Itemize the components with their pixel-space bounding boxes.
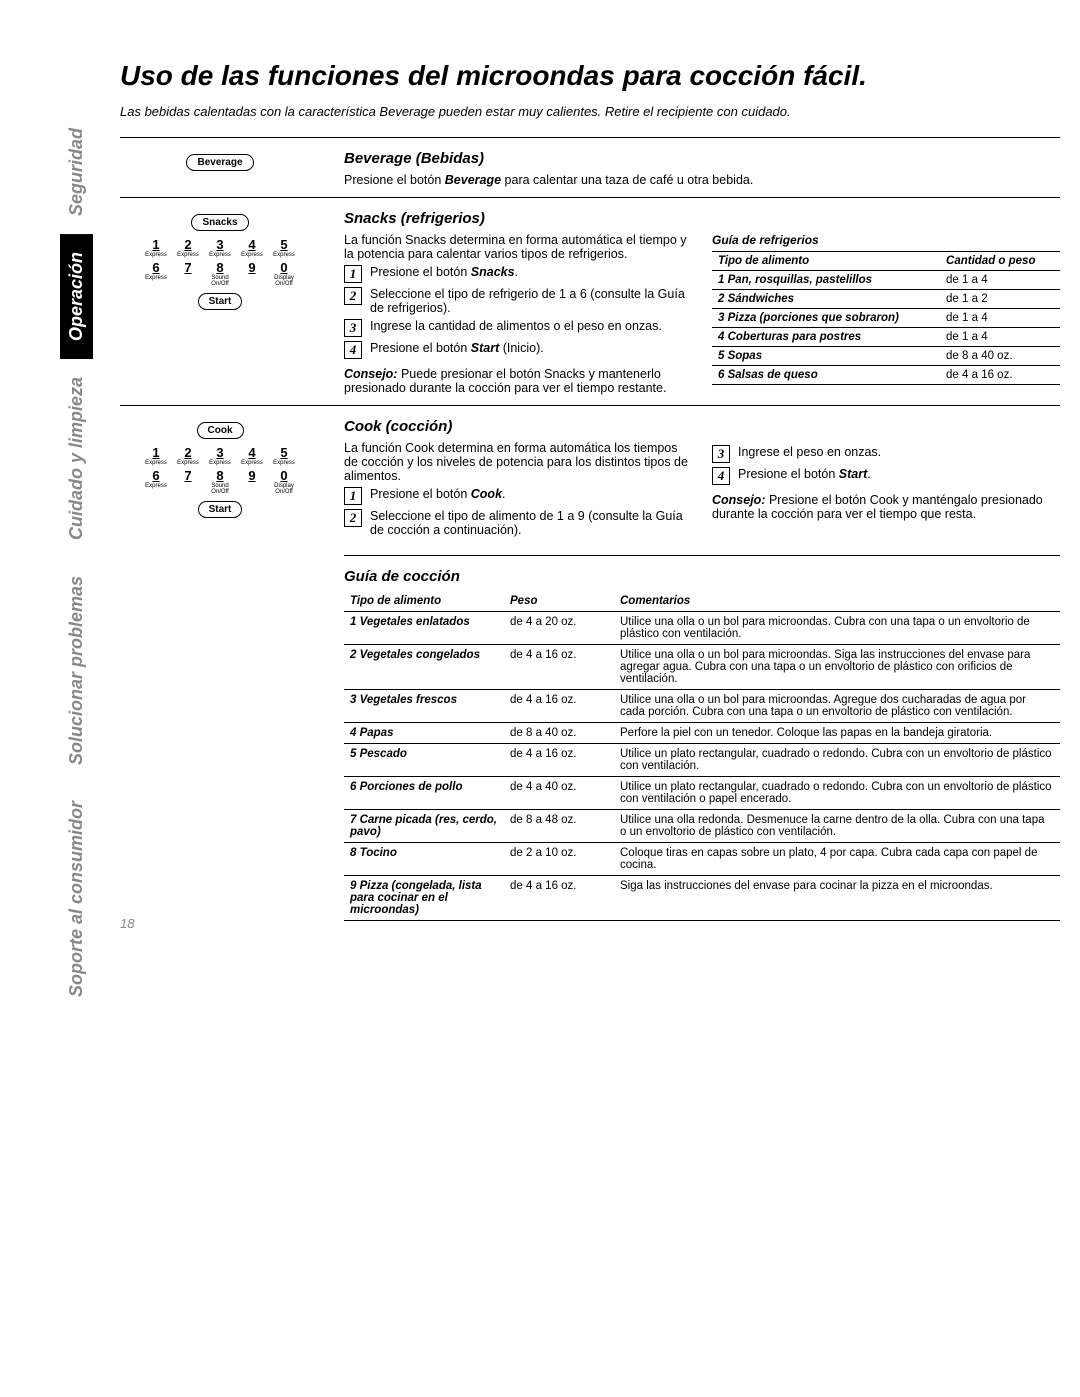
cook-consejo: Consejo: Presione el botón Cook y mantén… <box>712 493 1060 521</box>
cook-title: Cook (cocción) <box>344 418 1060 435</box>
step-text: Presione el botón Snacks. <box>370 265 518 279</box>
table-row: 2 Sándwichesde 1 a 2 <box>712 290 1060 309</box>
cook-guide-title: Guía de cocción <box>344 568 1060 585</box>
table-row: 2 Vegetales congeladosde 4 a 16 oz.Utili… <box>344 645 1060 690</box>
table-row: 6 Porciones de pollode 4 a 40 oz.Utilice… <box>344 777 1060 810</box>
step-text: Seleccione el tipo de refrigerio de 1 a … <box>370 287 692 315</box>
tab-solucionar[interactable]: Solucionar problemas <box>60 558 93 783</box>
step-text: Seleccione el tipo de alimento de 1 a 9 … <box>370 509 692 537</box>
table-row: 6 Salsas de quesode 4 a 16 oz. <box>712 366 1060 385</box>
page-title: Uso de las funciones del microondas para… <box>120 60 1060 92</box>
step-text: Ingrese el peso en onzas. <box>738 445 881 459</box>
tab-soporte[interactable]: Soporte al consumidor <box>60 783 93 1015</box>
tab-cuidado[interactable]: Cuidado y limpieza <box>60 359 93 558</box>
beverage-keypad: Beverage <box>186 150 253 187</box>
side-tabs: Seguridad Operación Cuidado y limpieza S… <box>60 110 100 1015</box>
table-row: 1 Pan, rosquillas, pastelillosde 1 a 4 <box>712 271 1060 290</box>
table-row: 3 Vegetales frescosde 4 a 16 oz.Utilice … <box>344 690 1060 723</box>
snacks-intro: La función Snacks determina en forma aut… <box>344 233 692 261</box>
beverage-text: Presione el botón Beverage para calentar… <box>344 173 1060 187</box>
cook-section: Cook 1Express 2Express 3Express 4Express… <box>120 418 1060 921</box>
beverage-title: Beverage (Bebidas) <box>344 150 1060 167</box>
cook-button: Cook <box>197 422 244 439</box>
step-number: 4 <box>344 341 362 359</box>
step-number: 1 <box>344 265 362 283</box>
cook-intro: La función Cook determina en forma autom… <box>344 441 692 483</box>
beverage-section: Beverage Beverage (Bebidas) Presione el … <box>120 150 1060 187</box>
step-number: 2 <box>344 509 362 527</box>
step-number: 3 <box>712 445 730 463</box>
step: 2 Seleccione el tipo de alimento de 1 a 9… <box>344 509 692 537</box>
step: 4 Presione el botón Start (Inicio). <box>344 341 692 359</box>
snacks-section: Snacks 1Express 2Express 3Express 4Expre… <box>120 210 1060 395</box>
warning-text: Las bebidas calentadas con la caracterís… <box>120 104 1060 119</box>
step-text: Ingrese la cantidad de alimentos o el pe… <box>370 319 662 333</box>
step-number: 1 <box>344 487 362 505</box>
table-row: 7 Carne picada (res, cerdo, pavo)de 8 a … <box>344 810 1060 843</box>
snacks-guide-title: Guía de refrigerios <box>712 233 1060 247</box>
beverage-button: Beverage <box>186 154 253 171</box>
page-number: 18 <box>120 916 134 931</box>
snacks-keypad: Snacks 1Express 2Express 3Express 4Expre… <box>145 210 295 395</box>
table-row: 3 Pizza (porciones que sobraron)de 1 a 4 <box>712 309 1060 328</box>
table-row: 5 Sopasde 8 a 40 oz. <box>712 347 1060 366</box>
snacks-button: Snacks <box>191 214 248 231</box>
step: 1 Presione el botón Cook. <box>344 487 692 505</box>
snacks-title: Snacks (refrigerios) <box>344 210 1060 227</box>
step-number: 4 <box>712 467 730 485</box>
step: 3 Ingrese la cantidad de alimentos o el p… <box>344 319 692 337</box>
table-row: 8 Tocinode 2 a 10 oz.Coloque tiras en ca… <box>344 843 1060 876</box>
step-text: Presione el botón Cook. <box>370 487 506 501</box>
step: 1 Presione el botón Snacks. <box>344 265 692 283</box>
cook-guide-table: Tipo de alimento Peso Comentarios 1 Vege… <box>344 591 1060 921</box>
snacks-consejo: Consejo: Puede presionar el botón Snacks… <box>344 367 692 395</box>
table-row: 9 Pizza (congelada, lista para cocinar e… <box>344 876 1060 921</box>
tab-operacion[interactable]: Operación <box>60 234 93 359</box>
step-number: 3 <box>344 319 362 337</box>
table-row: 5 Pescadode 4 a 16 oz.Utilice un plato r… <box>344 744 1060 777</box>
step-text: Presione el botón Start. <box>738 467 871 481</box>
cook-keypad: Cook 1Express 2Express 3Express 4Express… <box>145 418 295 921</box>
step-number: 2 <box>344 287 362 305</box>
snacks-guide-table: Tipo de alimento Cantidad o peso 1 Pan, … <box>712 251 1060 385</box>
start-button: Start <box>198 501 243 518</box>
step: 4 Presione el botón Start. <box>712 467 1060 485</box>
step: 2 Seleccione el tipo de refrigerio de 1 a… <box>344 287 692 315</box>
table-row: 4 Coberturas para postresde 1 a 4 <box>712 328 1060 347</box>
tab-seguridad[interactable]: Seguridad <box>60 110 93 234</box>
start-button: Start <box>198 293 243 310</box>
table-row: 4 Papasde 8 a 40 oz.Perfore la piel con … <box>344 723 1060 744</box>
step: 3 Ingrese el peso en onzas. <box>712 445 1060 463</box>
step-text: Presione el botón Start (Inicio). <box>370 341 544 355</box>
table-row: 1 Vegetales enlatadosde 4 a 20 oz.Utilic… <box>344 612 1060 645</box>
